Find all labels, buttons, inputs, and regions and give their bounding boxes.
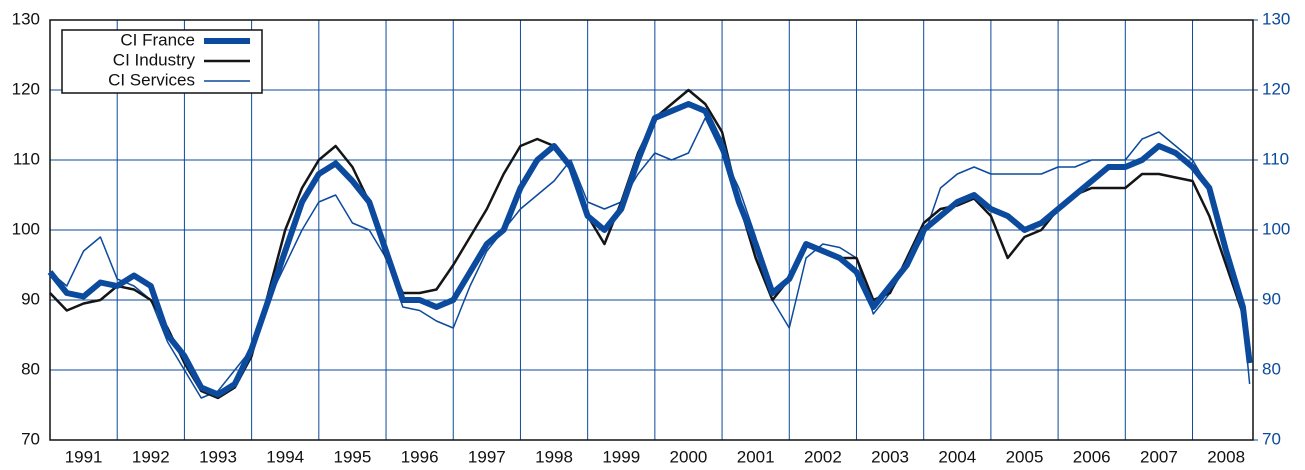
- x-tick-label: 2007: [1140, 447, 1178, 466]
- x-tick-label: 2008: [1207, 447, 1245, 466]
- y-tick-label: 110: [13, 149, 40, 168]
- x-tick-label: 1994: [266, 447, 304, 466]
- y2-tick-label: 70: [1262, 429, 1281, 448]
- y2-tick-label: 90: [1262, 289, 1281, 308]
- y-tick-label: 130: [12, 9, 40, 28]
- y-tick-label: 120: [12, 79, 40, 98]
- legend-label: CI France: [120, 30, 195, 49]
- legend-label: CI Industry: [113, 50, 196, 69]
- y-tick-label: 80: [21, 359, 40, 378]
- x-tick-label: 2005: [1006, 447, 1044, 466]
- x-tick-label: 1992: [132, 447, 170, 466]
- x-tick-label: 1998: [535, 447, 573, 466]
- plot-frame: [49, 19, 1254, 441]
- y2-tick-label: 130: [1262, 9, 1290, 28]
- x-tick-label: 1999: [602, 447, 640, 466]
- y-tick-label: 100: [12, 219, 40, 238]
- x-tick-label: 2000: [670, 447, 708, 466]
- x-tick-label: 2003: [871, 447, 909, 466]
- x-tick-label: 2001: [737, 447, 775, 466]
- x-tick-label: 2006: [1073, 447, 1111, 466]
- x-tick-label: 1995: [334, 447, 372, 466]
- y2-tick-label: 80: [1262, 359, 1281, 378]
- x-tick-label: 1993: [199, 447, 237, 466]
- y2-tick-label: 120: [1262, 79, 1290, 98]
- y2-tick-label: 100: [1262, 219, 1290, 238]
- y-tick-label: 90: [21, 289, 40, 308]
- series-line: [47, 101, 1253, 398]
- x-tick-label: 1997: [468, 447, 506, 466]
- x-tick-label: 2004: [938, 447, 976, 466]
- y-tick-label: 70: [21, 429, 40, 448]
- legend-label: CI Services: [108, 70, 195, 89]
- x-tick-label: 1996: [401, 447, 439, 466]
- x-tick-label: 2002: [804, 447, 842, 466]
- y2-tick-label: 110: [1262, 149, 1289, 168]
- x-tick-label: 1991: [65, 447, 103, 466]
